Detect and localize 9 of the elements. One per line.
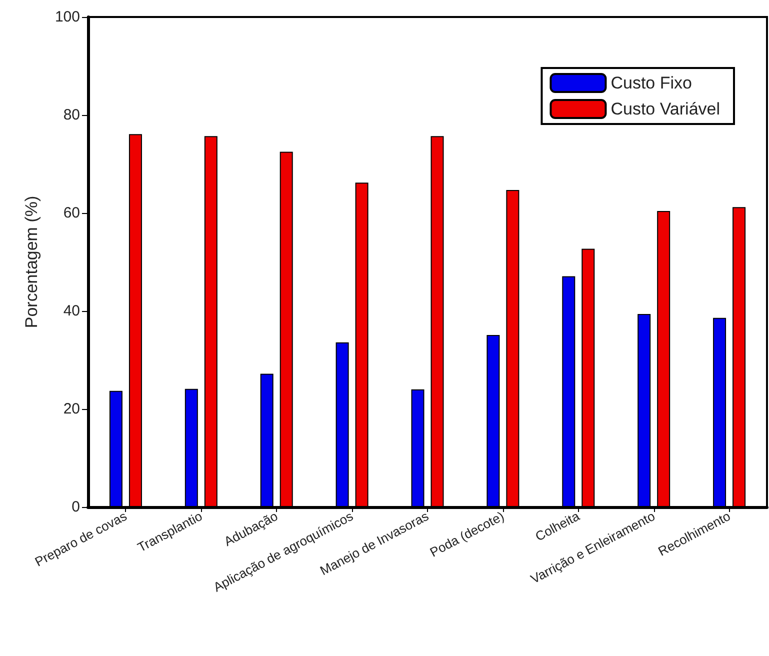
y-tick-label: 100 (54, 8, 80, 26)
y-tick-label: 40 (63, 302, 80, 320)
legend-label: Custo Fixo (610, 74, 692, 92)
y-tick-label: 60 (63, 204, 80, 222)
y-tick-label: 20 (63, 400, 80, 418)
y-tick-label: 0 (72, 498, 80, 516)
y-axis-title: Porcentagem (%) (22, 196, 41, 328)
y-tick-label: 80 (63, 106, 80, 124)
legend-label: Custo Variável (610, 100, 720, 118)
